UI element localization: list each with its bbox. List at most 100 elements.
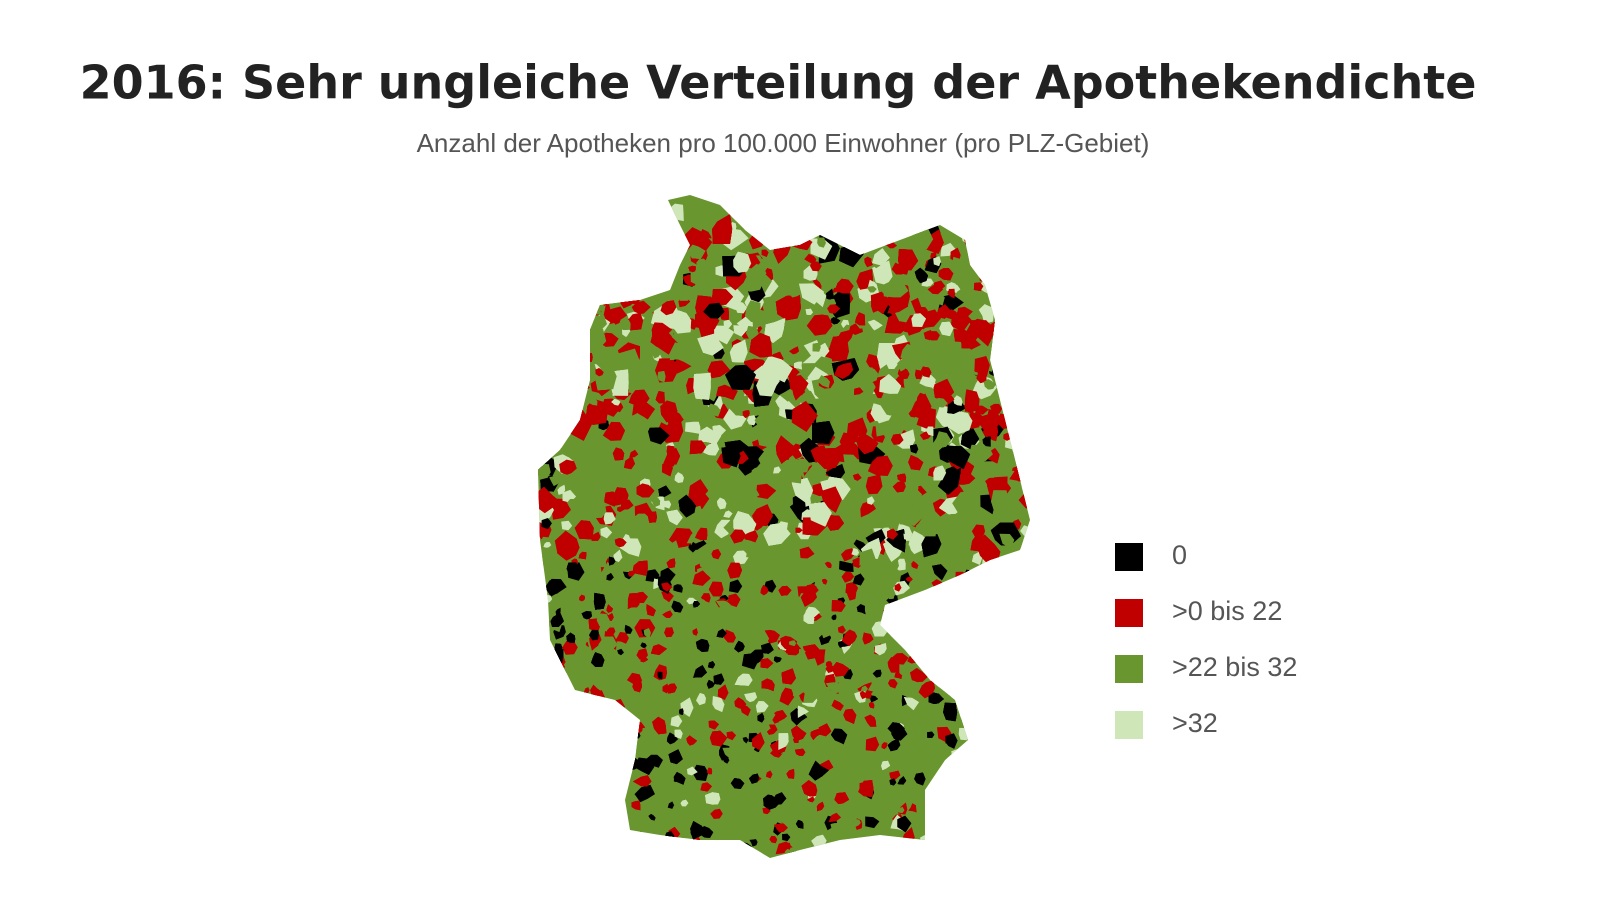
map-region [637,433,645,443]
map-region [538,394,559,418]
map-region [592,757,607,774]
map-region [541,438,551,449]
map-region [956,640,974,657]
map-region [798,283,825,305]
map-region [579,594,585,602]
map-region [980,673,989,683]
map-region [566,195,586,207]
map-region [593,262,610,286]
map-region [1013,763,1027,776]
map-region [996,377,1014,390]
map-region [638,343,649,354]
map-region [1024,737,1030,749]
map-region [585,725,599,739]
map-region [651,322,672,340]
map-region [778,719,788,728]
map-region [969,729,977,738]
map-region [584,687,590,693]
map-region [1004,237,1025,262]
map-region [980,678,991,690]
map-region [959,590,965,598]
map-region [610,765,622,775]
map-region [678,290,692,301]
map-region [549,475,560,487]
map-region [1013,593,1029,605]
map-region [887,840,902,855]
map-region [742,736,749,744]
map-region [941,627,952,637]
map-region [851,195,878,214]
map-region [562,405,574,419]
map-region [728,395,749,416]
map-region [538,226,549,243]
map-region [818,723,832,737]
map-region [999,705,1015,719]
map-region [601,770,609,781]
map-region [909,195,934,209]
map [538,195,1030,858]
map-region [1024,447,1030,459]
map-region [631,245,642,258]
map-region [963,770,976,781]
map-region [637,846,643,853]
map-region [971,238,994,258]
map-region [1019,402,1030,421]
map-region [568,841,576,850]
map-region [1014,409,1030,431]
map-region [937,654,946,664]
map-region [1018,547,1030,564]
map-region [823,536,839,555]
map-region [865,816,880,829]
map-region [571,286,586,302]
map-region [562,273,574,284]
map-region [793,223,803,233]
map-region [843,454,859,467]
map-region [720,849,732,858]
map-region [992,287,1014,316]
map-region [952,840,963,850]
map-region [538,830,542,842]
map-region [773,823,788,833]
map-region [1022,313,1030,334]
map-region [928,692,944,704]
map-region [1009,317,1025,334]
map-region [539,684,550,696]
map-region [950,845,958,851]
map-region [817,204,826,213]
map-region [1025,708,1030,720]
map-region [864,691,873,699]
map-region [626,734,635,743]
map-region [655,391,665,404]
map-region [969,411,983,429]
map-region [774,204,799,224]
map-region [603,811,615,823]
map-region [583,353,593,363]
map-region [761,195,769,201]
map-region [980,708,989,717]
map-region [672,245,687,257]
map-region [769,207,782,219]
map-region [919,835,933,848]
map-region [865,474,883,495]
map-region [554,530,580,561]
map-region [920,287,930,300]
map-region [729,841,742,853]
map-region [966,805,977,814]
map-region [933,850,945,858]
map-region [588,799,595,808]
map-region [558,797,566,803]
map-region [952,840,963,850]
map-region [880,237,890,246]
map-region [538,222,562,246]
map-region [611,841,618,849]
map-region [774,204,799,224]
map-region [835,278,854,294]
map-region [981,705,998,720]
map-region [633,775,652,787]
map-region [721,446,741,468]
map-region [569,370,577,378]
map-region [838,218,858,239]
map-region [559,459,577,475]
map-region [557,484,566,495]
map-region [577,809,592,824]
